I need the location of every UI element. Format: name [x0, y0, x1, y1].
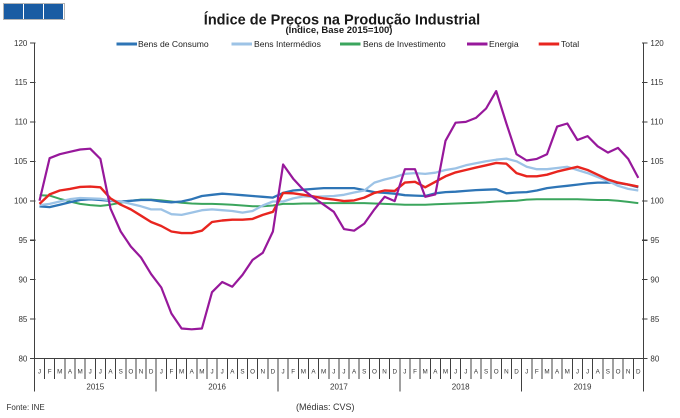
svg-text:J: J	[160, 369, 163, 376]
svg-text:O: O	[372, 369, 377, 376]
svg-text:S: S	[240, 369, 244, 376]
svg-text:85: 85	[18, 315, 27, 324]
svg-text:Fonte: INE: Fonte: INE	[7, 403, 45, 412]
svg-text:J: J	[210, 369, 213, 376]
svg-text:95: 95	[650, 236, 659, 245]
svg-text:2017: 2017	[330, 383, 348, 392]
svg-text:M: M	[301, 369, 306, 376]
svg-text:90: 90	[650, 275, 659, 284]
svg-text:A: A	[352, 369, 357, 376]
svg-text:110: 110	[15, 118, 28, 127]
svg-text:Índice de Preços na Produção I: Índice de Preços na Produção Industrial	[204, 12, 480, 29]
svg-text:Total: Total	[561, 39, 579, 49]
svg-text:J: J	[454, 369, 457, 376]
svg-text:A: A	[474, 369, 479, 376]
svg-text:O: O	[494, 369, 499, 376]
svg-text:M: M	[565, 369, 570, 376]
svg-text:D: D	[271, 369, 276, 376]
svg-text:S: S	[362, 369, 366, 376]
svg-text:O: O	[616, 369, 621, 376]
svg-text:(Índice, Base 2015=100): (Índice, Base 2015=100)	[286, 25, 393, 36]
svg-text:M: M	[321, 369, 326, 376]
svg-text:J: J	[281, 369, 284, 376]
svg-text:M: M	[199, 369, 204, 376]
svg-text:Bens de Consumo: Bens de Consumo	[138, 39, 209, 49]
svg-text:N: N	[504, 369, 509, 376]
svg-text:M: M	[179, 369, 184, 376]
svg-text:Bens de Investimento: Bens de Investimento	[363, 39, 446, 49]
svg-text:110: 110	[650, 118, 663, 127]
svg-text:M: M	[443, 369, 448, 376]
svg-text:120: 120	[650, 39, 664, 48]
svg-text:N: N	[139, 369, 144, 376]
svg-text:80: 80	[18, 354, 27, 363]
svg-text:J: J	[525, 369, 528, 376]
svg-text:85: 85	[650, 315, 659, 324]
svg-text:A: A	[68, 369, 73, 376]
svg-text:O: O	[250, 369, 255, 376]
svg-text:D: D	[514, 369, 519, 376]
svg-text:A: A	[230, 369, 235, 376]
svg-text:J: J	[221, 369, 224, 376]
svg-text:A: A	[108, 369, 113, 376]
svg-text:A: A	[433, 369, 438, 376]
svg-text:J: J	[342, 369, 345, 376]
svg-text:S: S	[119, 369, 123, 376]
svg-text:105: 105	[650, 157, 664, 166]
svg-text:N: N	[382, 369, 387, 376]
svg-text:J: J	[576, 369, 579, 376]
svg-text:J: J	[89, 369, 92, 376]
svg-text:M: M	[77, 369, 82, 376]
svg-text:2015: 2015	[86, 383, 104, 392]
svg-text:J: J	[38, 369, 41, 376]
svg-text:A: A	[596, 369, 601, 376]
svg-text:J: J	[586, 369, 589, 376]
svg-text:J: J	[464, 369, 467, 376]
svg-text:95: 95	[18, 236, 27, 245]
svg-text:F: F	[291, 369, 295, 376]
svg-text:(Médias: CVS): (Médias: CVS)	[296, 402, 355, 412]
svg-text:90: 90	[18, 275, 27, 284]
svg-text:D: D	[392, 369, 397, 376]
svg-text:80: 80	[650, 354, 659, 363]
svg-text:D: D	[149, 369, 154, 376]
svg-text:M: M	[423, 369, 428, 376]
svg-text:100: 100	[14, 197, 28, 206]
svg-text:A: A	[555, 369, 560, 376]
svg-text:J: J	[332, 369, 335, 376]
svg-text:N: N	[260, 369, 265, 376]
svg-text:2019: 2019	[574, 383, 592, 392]
svg-text:J: J	[99, 369, 102, 376]
svg-text:A: A	[190, 369, 195, 376]
svg-text:N: N	[626, 369, 631, 376]
svg-text:A: A	[311, 369, 316, 376]
svg-text:105: 105	[14, 157, 28, 166]
svg-text:2016: 2016	[208, 383, 226, 392]
svg-text:S: S	[606, 369, 610, 376]
svg-text:Energia: Energia	[489, 39, 519, 49]
svg-text:J: J	[403, 369, 406, 376]
svg-text:F: F	[413, 369, 417, 376]
svg-text:O: O	[128, 369, 133, 376]
svg-text:100: 100	[650, 197, 664, 206]
svg-text:M: M	[57, 369, 62, 376]
svg-text:F: F	[535, 369, 539, 376]
svg-text:S: S	[484, 369, 488, 376]
svg-text:D: D	[636, 369, 641, 376]
svg-text:M: M	[544, 369, 549, 376]
svg-text:Bens Intermédios: Bens Intermédios	[254, 39, 321, 49]
svg-text:120: 120	[14, 39, 28, 48]
svg-text:F: F	[48, 369, 52, 376]
svg-text:2018: 2018	[452, 383, 470, 392]
svg-text:115: 115	[650, 78, 663, 87]
svg-text:F: F	[170, 369, 174, 376]
svg-text:115: 115	[15, 78, 28, 87]
